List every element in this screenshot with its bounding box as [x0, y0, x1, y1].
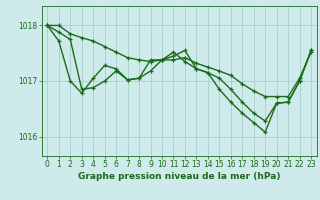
- X-axis label: Graphe pression niveau de la mer (hPa): Graphe pression niveau de la mer (hPa): [78, 172, 280, 181]
